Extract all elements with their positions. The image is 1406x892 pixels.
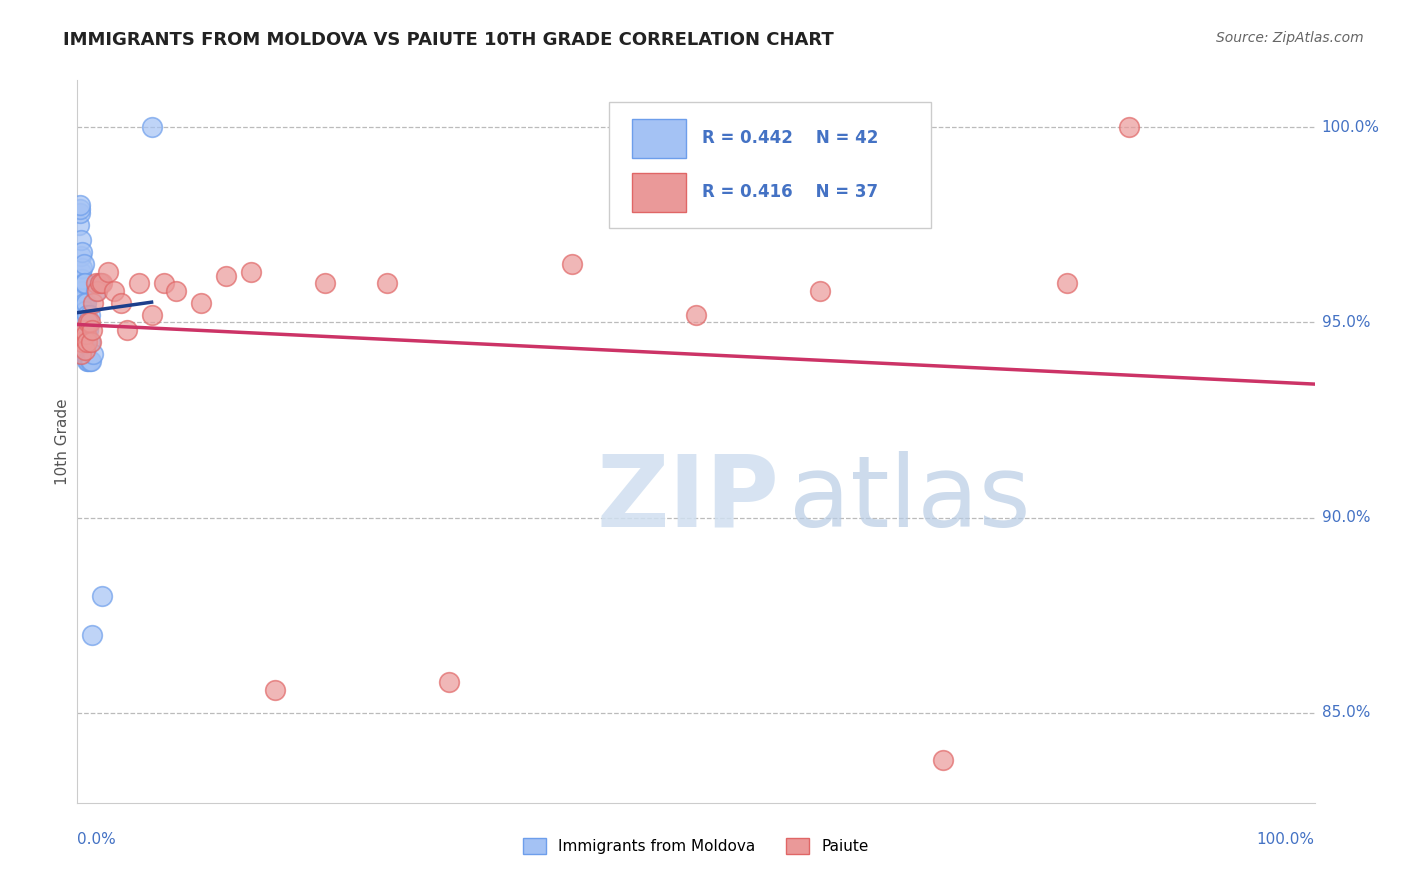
Point bbox=[80, 354, 103, 368]
Point bbox=[264, 682, 287, 697]
Point bbox=[82, 628, 104, 642]
Point bbox=[84, 284, 107, 298]
Text: 100.0%: 100.0% bbox=[1257, 831, 1315, 847]
Text: 95.0%: 95.0% bbox=[1322, 315, 1369, 330]
Legend: Immigrants from Moldova, Paiute: Immigrants from Moldova, Paiute bbox=[517, 832, 875, 860]
Point bbox=[76, 308, 98, 322]
Point bbox=[72, 315, 94, 329]
Point bbox=[72, 296, 94, 310]
Point bbox=[75, 327, 97, 342]
Point bbox=[77, 315, 100, 329]
Point bbox=[72, 300, 94, 314]
Point bbox=[70, 249, 93, 263]
Text: atlas: atlas bbox=[789, 450, 1031, 548]
Text: 0.0%: 0.0% bbox=[77, 831, 117, 847]
Text: ZIP: ZIP bbox=[598, 450, 780, 548]
Point bbox=[76, 331, 98, 345]
Text: R = 0.416    N = 37: R = 0.416 N = 37 bbox=[702, 183, 879, 202]
Point bbox=[79, 315, 101, 329]
FancyBboxPatch shape bbox=[631, 173, 686, 211]
Point bbox=[141, 308, 163, 322]
Point bbox=[82, 296, 104, 310]
Point bbox=[128, 277, 150, 291]
Point bbox=[437, 674, 460, 689]
FancyBboxPatch shape bbox=[631, 119, 686, 158]
Point bbox=[103, 284, 125, 298]
Point bbox=[69, 202, 91, 216]
Point bbox=[84, 277, 107, 291]
Point bbox=[91, 589, 114, 603]
Point bbox=[73, 323, 96, 337]
Point bbox=[115, 323, 138, 337]
Text: 100.0%: 100.0% bbox=[1322, 120, 1379, 135]
Point bbox=[110, 296, 132, 310]
Point bbox=[190, 296, 212, 310]
Point bbox=[72, 245, 94, 260]
Point bbox=[79, 354, 101, 368]
Point bbox=[141, 120, 163, 135]
Point bbox=[314, 277, 336, 291]
Point bbox=[73, 343, 96, 357]
Point bbox=[67, 218, 90, 232]
Point bbox=[82, 346, 104, 360]
Point bbox=[72, 315, 94, 329]
Point bbox=[72, 334, 94, 349]
Point bbox=[75, 323, 97, 337]
Point bbox=[70, 277, 93, 291]
Point bbox=[91, 277, 114, 291]
Point bbox=[1056, 277, 1078, 291]
Point bbox=[685, 308, 707, 322]
Point bbox=[72, 277, 94, 291]
Point bbox=[215, 268, 238, 283]
Point bbox=[82, 323, 104, 337]
Text: R = 0.442    N = 42: R = 0.442 N = 42 bbox=[702, 129, 879, 147]
Point bbox=[89, 277, 111, 291]
Point bbox=[75, 296, 97, 310]
Point bbox=[70, 265, 93, 279]
Point bbox=[72, 284, 94, 298]
FancyBboxPatch shape bbox=[609, 102, 931, 228]
Point bbox=[79, 308, 101, 322]
Point bbox=[932, 753, 955, 767]
Point bbox=[73, 346, 96, 360]
Point bbox=[72, 323, 94, 337]
Text: Source: ZipAtlas.com: Source: ZipAtlas.com bbox=[1216, 31, 1364, 45]
Text: 85.0%: 85.0% bbox=[1322, 706, 1369, 721]
Point bbox=[72, 257, 94, 271]
Point bbox=[80, 334, 103, 349]
Point bbox=[76, 334, 98, 349]
Point bbox=[165, 284, 187, 298]
Y-axis label: 10th Grade: 10th Grade bbox=[55, 398, 70, 485]
Point bbox=[76, 354, 98, 368]
Point bbox=[1118, 120, 1140, 135]
Point bbox=[70, 346, 93, 360]
Point bbox=[77, 323, 100, 337]
Point bbox=[153, 277, 176, 291]
Point bbox=[69, 198, 91, 212]
Point bbox=[561, 257, 583, 271]
Point bbox=[89, 277, 111, 291]
Point bbox=[69, 327, 91, 342]
Point bbox=[808, 284, 831, 298]
Point bbox=[72, 334, 94, 349]
Point bbox=[79, 334, 101, 349]
Point bbox=[97, 265, 120, 279]
Point bbox=[73, 277, 96, 291]
Text: IMMIGRANTS FROM MOLDOVA VS PAIUTE 10TH GRADE CORRELATION CHART: IMMIGRANTS FROM MOLDOVA VS PAIUTE 10TH G… bbox=[63, 31, 834, 49]
Point bbox=[72, 272, 94, 286]
Point bbox=[75, 346, 97, 360]
Point bbox=[239, 265, 262, 279]
Point bbox=[77, 354, 100, 368]
Text: 90.0%: 90.0% bbox=[1322, 510, 1369, 525]
Point bbox=[70, 292, 93, 306]
Point bbox=[72, 260, 94, 275]
Point bbox=[69, 206, 91, 220]
Point bbox=[86, 284, 108, 298]
Point bbox=[375, 277, 398, 291]
Point bbox=[70, 234, 93, 248]
Point bbox=[73, 303, 96, 318]
